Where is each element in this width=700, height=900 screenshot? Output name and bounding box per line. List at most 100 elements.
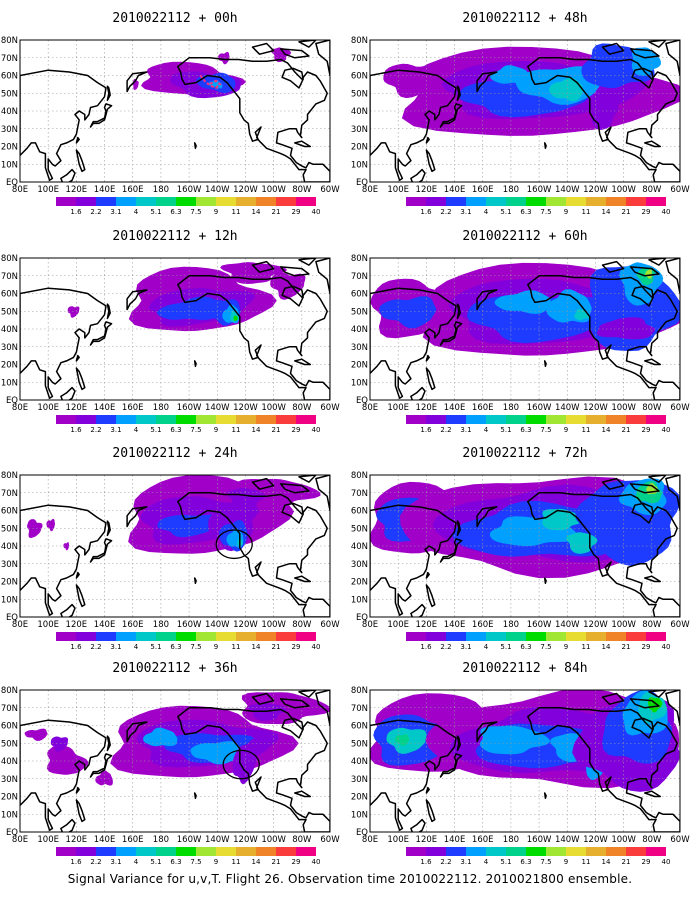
coastline-japan	[439, 103, 463, 128]
variance-region	[548, 77, 583, 102]
x-tick-label: 80W	[642, 620, 662, 630]
colorbar-label: 21	[272, 643, 281, 651]
y-tick-label: 20N	[1, 578, 18, 588]
colorbar-swatch	[76, 632, 96, 641]
colorbar-swatch	[296, 197, 316, 206]
coastline-greenland	[315, 475, 330, 512]
colorbar-swatch	[546, 632, 566, 641]
flight-track	[199, 74, 222, 90]
y-tick-label: 80N	[1, 36, 18, 46]
colorbar-label: 7.5	[190, 858, 201, 866]
y-tick-label: EQ	[6, 178, 18, 188]
colorbar-label: 40	[312, 208, 321, 216]
x-tick-label: 160E	[122, 835, 144, 845]
colorbar-label: 11	[582, 643, 591, 651]
colorbar-swatch	[446, 197, 466, 206]
x-tick-label: 80E	[12, 620, 28, 630]
colorbar-swatch	[506, 415, 526, 424]
colorbar-swatch	[196, 847, 216, 856]
coastline-arctic1	[251, 692, 275, 705]
variance-region	[63, 542, 70, 551]
variance-region	[95, 770, 113, 786]
coastline-philippines	[425, 584, 436, 608]
colorbar-swatch	[76, 415, 96, 424]
x-tick-label: 160W	[177, 835, 202, 845]
y-tick-label: 70N	[351, 489, 368, 499]
y-tick-label: EQ	[356, 178, 368, 188]
colorbar-label: 4	[484, 643, 489, 651]
colorbar-label: 11	[582, 208, 591, 216]
coastline-arctic1	[251, 260, 275, 273]
map-panel-24h: 2010022112 + 24h 80N 70N 60N 50N 40N 30N 20N 10N…	[1, 446, 340, 651]
coastline-kamchatka	[126, 506, 148, 528]
colorbar-swatch	[486, 197, 506, 206]
colorbar-label: 1.6	[420, 858, 432, 866]
colorbar-label: 40	[312, 643, 321, 651]
coastline-borneo	[60, 386, 76, 400]
x-tick-label: 60W	[320, 185, 340, 195]
colorbar-label: 4	[484, 208, 489, 216]
coastline-arctic2	[629, 483, 660, 494]
coastline-namerica	[527, 707, 680, 832]
colorbar-label: 2.2	[90, 858, 101, 866]
colorbar-swatch	[96, 632, 116, 641]
coastline-hudson	[281, 717, 304, 739]
coastline-arctic3	[648, 690, 667, 698]
y-tick-label: 10N	[351, 810, 368, 820]
colorbar-label: 40	[662, 426, 671, 434]
colorbar-label: 2.2	[440, 858, 451, 866]
coastline-kamchatka	[476, 71, 498, 93]
panel-title: 2010022112 + 48h	[462, 11, 587, 26]
y-tick-label: 60N	[351, 722, 368, 732]
y-tick-label: 60N	[1, 290, 18, 300]
x-tick-label: 120W	[583, 620, 608, 630]
x-tick-label: 80W	[292, 620, 312, 630]
coastline-kamchatka	[476, 721, 498, 743]
colorbar-swatch	[236, 847, 256, 856]
coastline-hudson	[281, 502, 304, 524]
y-tick-label: 70N	[351, 272, 368, 282]
y-tick-label: 70N	[351, 704, 368, 714]
coastline-arctic1	[601, 260, 625, 273]
x-tick-label: 160W	[527, 620, 552, 630]
y-tick-label: EQ	[6, 613, 18, 623]
coastline-kamchatka	[126, 721, 148, 743]
x-tick-label: 100W	[611, 620, 636, 630]
coastline-hudson	[631, 717, 654, 739]
colorbar-swatch	[466, 197, 486, 206]
x-tick-label: 100W	[611, 403, 636, 413]
colorbar-label: 14	[602, 208, 611, 216]
y-tick-label: 20N	[1, 361, 18, 371]
y-tick-label: 60N	[351, 290, 368, 300]
colorbar-label: 11	[232, 208, 241, 216]
colorbar-label: 3.1	[110, 643, 121, 651]
variance-region	[50, 736, 69, 752]
colorbar-swatch	[116, 197, 136, 206]
y-tick-label: 20N	[351, 361, 368, 371]
coastline-asia	[370, 69, 457, 181]
colorbar-label: 1.6	[70, 858, 82, 866]
colorbar-swatch	[446, 415, 466, 424]
coastline-arctic2	[629, 48, 660, 59]
colorbar-label: 2.2	[90, 208, 101, 216]
coastline-hawaii	[543, 792, 547, 800]
colorbar-label: 14	[602, 858, 611, 866]
colorbar-label: 29	[292, 426, 301, 434]
colorbar-swatch	[56, 197, 76, 206]
colorbar-swatch	[96, 415, 116, 424]
variance-region	[218, 51, 230, 65]
colorbar-label: 40	[662, 858, 671, 866]
colorbar-swatch	[606, 415, 626, 424]
y-tick-label: 60N	[351, 72, 368, 82]
colorbar-swatch	[646, 197, 666, 206]
colorbar-label: 3.1	[460, 208, 471, 216]
colorbar-label: 5.1	[150, 643, 161, 651]
colorbar-swatch	[606, 632, 626, 641]
x-tick-label: 140E	[444, 620, 466, 630]
x-tick-label: 160E	[122, 185, 144, 195]
y-tick-label: 30N	[1, 343, 18, 353]
colorbar-label: 2.2	[90, 643, 101, 651]
colorbar-swatch	[586, 632, 606, 641]
colorbar-swatch	[466, 632, 486, 641]
x-tick-label: 140W	[205, 185, 230, 195]
